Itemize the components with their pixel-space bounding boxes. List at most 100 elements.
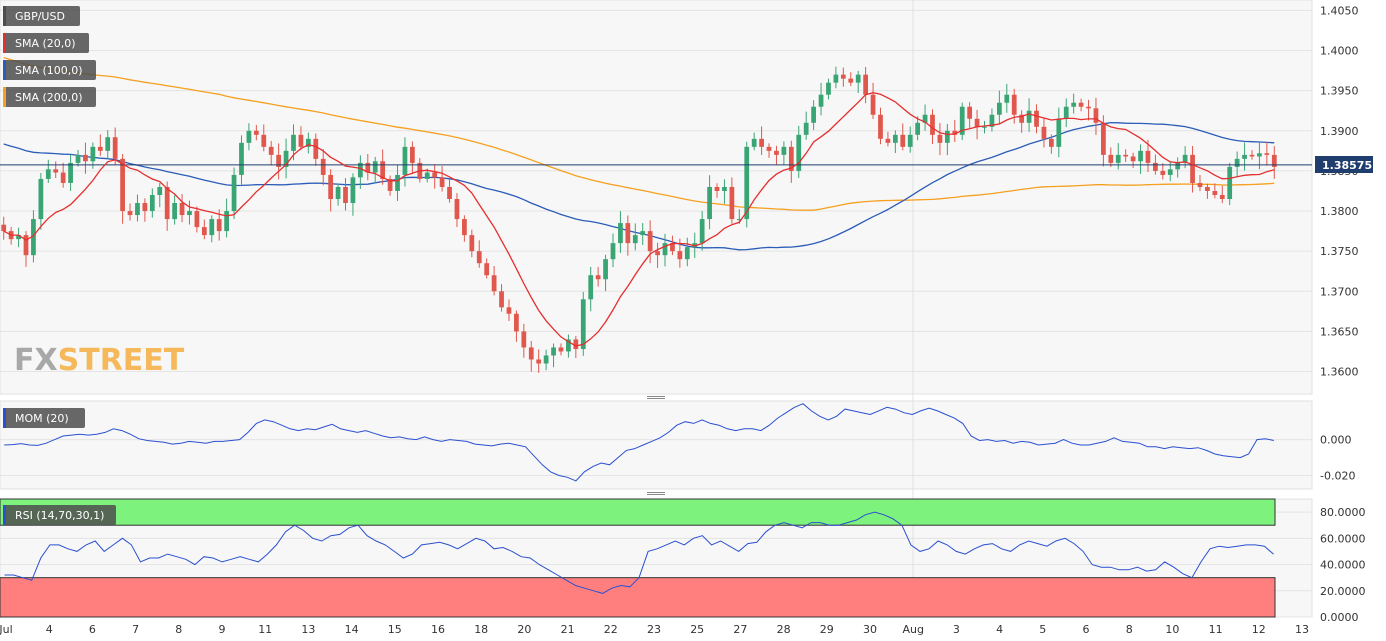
rsi-line	[4, 511, 1274, 594]
candle	[558, 343, 564, 356]
candle-body	[172, 203, 177, 220]
candle-body	[885, 138, 891, 143]
candle-body	[803, 122, 809, 135]
candle	[989, 108, 995, 132]
candle	[313, 133, 319, 166]
candle-body	[781, 146, 787, 155]
candle-body	[231, 174, 237, 212]
candle	[469, 229, 475, 258]
legend-rsi[interactable]: RSI (14,70,30,1)	[3, 505, 116, 525]
candle-body	[974, 118, 980, 127]
candle-body	[38, 178, 44, 220]
candle-body	[632, 235, 638, 244]
candle	[1264, 141, 1270, 166]
candle	[395, 164, 400, 201]
candle-body	[395, 174, 400, 191]
candle	[922, 104, 928, 131]
candle-body	[201, 227, 207, 236]
candle	[187, 200, 192, 225]
price-tick-label: 1.3700	[1320, 285, 1359, 298]
candle	[543, 349, 549, 371]
candle	[982, 120, 987, 134]
candle-body	[959, 106, 965, 135]
candle-body	[677, 251, 683, 260]
watermark-fx: FX	[14, 343, 58, 378]
sma20-path	[3, 92, 1275, 347]
candle-body	[707, 186, 712, 220]
x-tick-label: 22	[604, 623, 618, 636]
candle-body	[469, 235, 475, 252]
price-panel[interactable]	[0, 0, 1313, 395]
legend-sma20[interactable]: SMA (20,0)	[3, 33, 89, 53]
candle-body	[967, 106, 973, 119]
x-axis-labels: Jul 4 6 7 8 9 11 13 14 15 16 18 20 21 22 23 25 27 28 29 30 Au…	[0, 623, 1309, 636]
x-tick-label: 8	[175, 623, 182, 636]
x-tick-label: 13	[1295, 623, 1309, 636]
candle	[357, 155, 363, 189]
candle	[855, 70, 861, 94]
candle-body	[1078, 102, 1084, 107]
x-tick-label: 20	[517, 623, 531, 636]
legend-sma100[interactable]: SMA (100,0)	[3, 60, 96, 80]
legend-symbol[interactable]: GBP/USD	[3, 6, 80, 26]
legend-symbol-text: GBP/USD	[15, 10, 65, 23]
candle-body	[892, 134, 898, 143]
candle-body	[1138, 150, 1143, 162]
candle	[788, 140, 794, 183]
candle-body	[722, 186, 727, 191]
candle-body	[127, 211, 133, 216]
candle-body	[45, 169, 51, 179]
x-tick-label: 30	[863, 623, 877, 636]
candle	[863, 67, 868, 104]
candle-body	[491, 275, 497, 292]
candle-body	[1049, 138, 1054, 147]
momentum-panel[interactable]	[0, 400, 1313, 490]
candle	[276, 143, 282, 180]
candle-body	[157, 186, 163, 195]
candle-body	[655, 251, 660, 256]
candle-body	[640, 231, 646, 236]
candle-body	[1219, 194, 1225, 200]
candle	[246, 123, 252, 151]
candle	[1049, 134, 1054, 154]
legend-sma200[interactable]: SMA (200,0)	[3, 87, 96, 107]
candle-body	[357, 162, 363, 178]
candle	[1026, 98, 1032, 132]
candle	[1004, 83, 1010, 113]
candle	[172, 195, 177, 225]
candle-body	[922, 114, 928, 123]
candle-body	[558, 347, 564, 352]
candle-body	[112, 137, 118, 159]
x-tick-label: 14	[345, 623, 359, 636]
candle-body	[729, 186, 735, 220]
legend-rsi-text: RSI (14,70,30,1)	[15, 509, 104, 522]
candle-body	[1160, 170, 1166, 175]
candle-body	[75, 154, 81, 163]
panel-resize-handle[interactable]	[647, 396, 665, 399]
candle	[521, 323, 527, 358]
x-tick-label: 21	[561, 623, 575, 636]
momentum-line	[4, 403, 1274, 482]
panel-resize-handle-2[interactable]	[647, 492, 665, 495]
candle-body	[930, 114, 935, 135]
candle	[1071, 93, 1077, 114]
x-tick-label: 18	[474, 623, 488, 636]
candle	[1145, 139, 1151, 173]
candle-body	[1056, 118, 1062, 147]
candle-body	[179, 203, 185, 216]
x-tick-label: 28	[777, 623, 791, 636]
candle-body	[506, 307, 512, 314]
candle-body	[1153, 162, 1158, 171]
x-tick-label: 10	[1165, 623, 1179, 636]
sma200-path	[3, 56, 1275, 211]
legend-mom[interactable]: MOM (20)	[3, 408, 85, 428]
candle	[566, 334, 571, 358]
candle	[640, 223, 646, 246]
candle-body	[915, 122, 921, 135]
candle	[967, 102, 973, 129]
candle-body	[647, 231, 653, 252]
candle-body	[1101, 122, 1106, 155]
candle-body	[580, 299, 586, 350]
candle	[343, 178, 348, 211]
